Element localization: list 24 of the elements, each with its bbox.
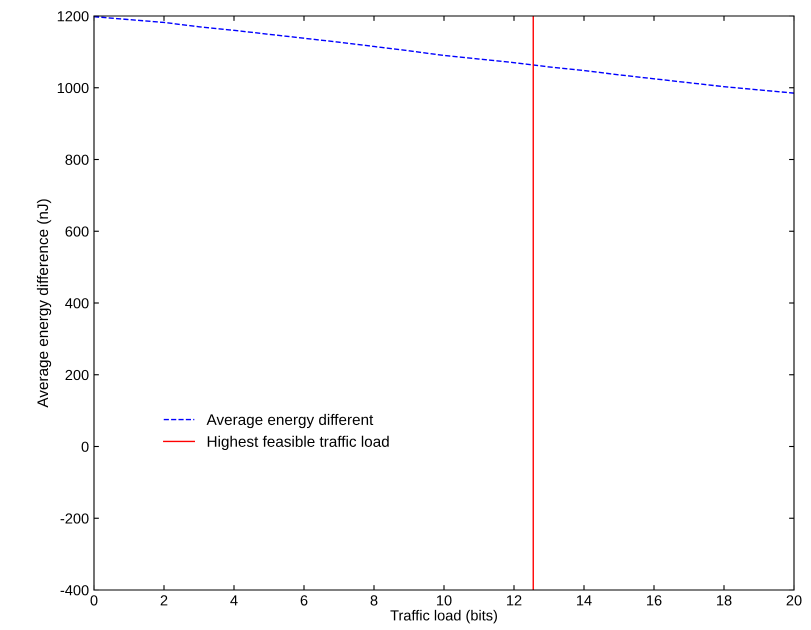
x-tick-label: 12	[507, 595, 522, 606]
x-tick-label: 8	[370, 595, 378, 606]
y-tick-label: 0	[82, 442, 89, 452]
y-tick-label: -200	[60, 513, 89, 524]
x-tick-label: 2	[160, 595, 168, 606]
x-tick-label: 18	[717, 595, 732, 606]
y-axis-title: Average energy difference (nJ)	[36, 199, 52, 408]
y-tick-label: 1000	[58, 82, 89, 94]
x-tick-label: 16	[647, 595, 662, 606]
y-tick-label: 600	[66, 226, 89, 237]
legend-label: Highest feasible traffic load	[208, 436, 389, 450]
x-tick-label: 4	[230, 595, 238, 606]
x-tick-label: 14	[577, 595, 592, 606]
y-tick-label: 200	[66, 370, 89, 380]
y-tick-label: 1200	[58, 11, 89, 22]
y-tick-label: 800	[65, 154, 89, 165]
x-tick-label: 10	[437, 595, 452, 606]
x-tick-label: 20	[786, 595, 802, 606]
x-tick-label: 0	[90, 595, 98, 606]
y-tick-label: 400	[65, 298, 89, 308]
x-axis-title: Traffic load (bits)	[390, 610, 497, 624]
y-tick-label: -400	[60, 585, 89, 596]
legend-label: Average energy different	[206, 414, 374, 428]
x-tick-label: 6	[300, 595, 308, 606]
